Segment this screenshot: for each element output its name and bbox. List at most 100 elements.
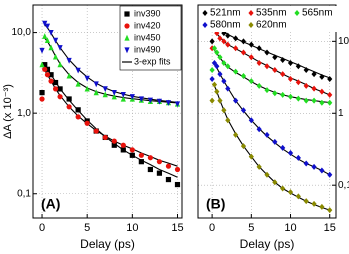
legend-label: inv420 bbox=[134, 20, 161, 30]
point bbox=[120, 142, 126, 148]
point bbox=[311, 200, 317, 207]
point bbox=[39, 89, 45, 96]
point bbox=[217, 97, 223, 104]
legend-label: inv490 bbox=[134, 44, 161, 54]
point bbox=[52, 86, 59, 92]
point bbox=[295, 95, 301, 102]
point bbox=[93, 128, 99, 134]
point bbox=[120, 147, 126, 153]
point bbox=[272, 54, 278, 61]
point bbox=[147, 166, 153, 173]
point bbox=[248, 10, 254, 16]
point bbox=[319, 99, 325, 106]
point bbox=[156, 98, 163, 105]
point bbox=[303, 198, 309, 205]
point bbox=[240, 72, 247, 79]
point bbox=[248, 153, 254, 160]
point bbox=[303, 82, 309, 89]
point bbox=[209, 66, 215, 73]
point bbox=[52, 53, 59, 60]
point bbox=[233, 131, 239, 138]
point bbox=[248, 78, 254, 85]
point bbox=[214, 63, 220, 70]
point bbox=[319, 203, 325, 210]
point bbox=[48, 44, 54, 51]
point bbox=[319, 167, 325, 174]
panel-label: (A) bbox=[41, 196, 60, 212]
x-axis-label: Delay (ps) bbox=[240, 237, 295, 251]
y-tick-label: 10 bbox=[338, 36, 349, 47]
point bbox=[75, 67, 81, 74]
point bbox=[303, 66, 309, 73]
point bbox=[319, 73, 325, 80]
legend-label: 580nm bbox=[210, 20, 241, 31]
point bbox=[102, 86, 108, 93]
point bbox=[138, 152, 144, 158]
x-tick-label: 0 bbox=[209, 222, 215, 234]
point bbox=[233, 45, 239, 52]
point bbox=[264, 49, 270, 56]
x-tick-label: 10 bbox=[284, 222, 296, 234]
point bbox=[124, 34, 130, 41]
point bbox=[48, 78, 54, 84]
point bbox=[120, 95, 126, 102]
legend-label: 565nm bbox=[302, 8, 333, 19]
point bbox=[44, 66, 51, 72]
point bbox=[280, 185, 286, 192]
point bbox=[280, 57, 286, 64]
point bbox=[256, 59, 262, 66]
point bbox=[165, 100, 172, 106]
x-axis-label: Delay (ps) bbox=[80, 237, 135, 251]
y-tick-label: 1,0 bbox=[17, 108, 31, 119]
point bbox=[147, 155, 153, 161]
point bbox=[221, 78, 227, 85]
point bbox=[44, 37, 51, 43]
point bbox=[240, 38, 247, 45]
point bbox=[214, 88, 220, 95]
point bbox=[57, 86, 63, 92]
point bbox=[174, 166, 181, 173]
fit-line bbox=[213, 85, 330, 211]
point bbox=[84, 75, 90, 82]
point bbox=[44, 72, 51, 78]
legend-label: inv390 bbox=[134, 8, 161, 18]
point bbox=[211, 59, 218, 66]
point bbox=[217, 54, 223, 61]
point bbox=[233, 35, 239, 42]
point bbox=[294, 10, 300, 16]
point bbox=[66, 104, 72, 110]
point bbox=[240, 49, 247, 56]
y-tick-label: 1 bbox=[338, 108, 344, 119]
point bbox=[272, 66, 278, 73]
point bbox=[225, 41, 231, 48]
x-tick-label: 0 bbox=[39, 222, 45, 234]
point bbox=[52, 37, 59, 44]
point bbox=[287, 59, 294, 66]
y-tick-label: 10,0 bbox=[12, 27, 32, 38]
point bbox=[256, 126, 262, 133]
point bbox=[129, 152, 135, 158]
point bbox=[57, 45, 63, 51]
point bbox=[233, 97, 239, 104]
point bbox=[57, 94, 63, 100]
point bbox=[225, 63, 231, 70]
point bbox=[66, 96, 72, 102]
point bbox=[287, 150, 294, 157]
point bbox=[165, 163, 172, 169]
point bbox=[256, 163, 262, 170]
point bbox=[280, 91, 286, 98]
point bbox=[264, 131, 270, 138]
point bbox=[287, 75, 294, 82]
point bbox=[202, 22, 208, 28]
point bbox=[287, 93, 294, 100]
x-tick-label: 5 bbox=[84, 222, 90, 234]
point bbox=[202, 10, 208, 16]
point bbox=[52, 79, 59, 86]
point bbox=[66, 72, 72, 79]
point bbox=[248, 41, 254, 48]
fit-line bbox=[214, 63, 330, 176]
point bbox=[124, 23, 130, 29]
point bbox=[295, 154, 301, 161]
point bbox=[147, 97, 153, 104]
point bbox=[156, 159, 163, 165]
